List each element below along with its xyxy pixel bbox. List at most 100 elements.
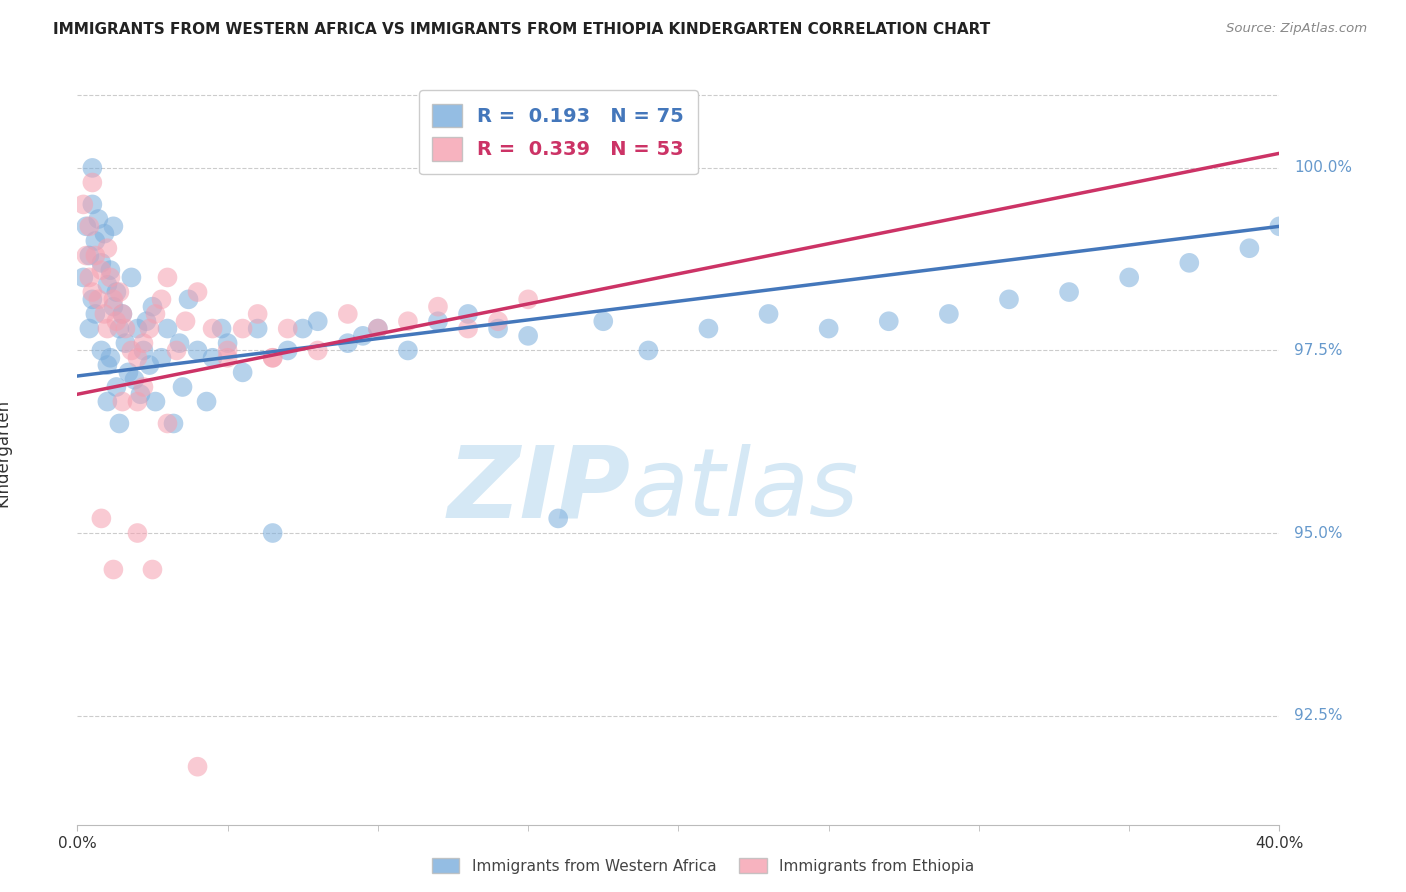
Point bbox=[186, 285, 209, 299]
Point bbox=[111, 394, 134, 409]
Point bbox=[108, 417, 131, 431]
Point bbox=[129, 387, 152, 401]
Point bbox=[72, 197, 94, 211]
Point bbox=[817, 321, 839, 335]
Point bbox=[998, 293, 1021, 307]
Point bbox=[132, 343, 155, 358]
Point bbox=[1057, 285, 1080, 299]
Point bbox=[427, 300, 450, 314]
Point bbox=[150, 351, 173, 365]
Point bbox=[457, 321, 479, 335]
Point bbox=[517, 329, 540, 343]
Point bbox=[162, 417, 184, 431]
Point bbox=[877, 314, 900, 328]
Text: IMMIGRANTS FROM WESTERN AFRICA VS IMMIGRANTS FROM ETHIOPIA KINDERGARTEN CORRELAT: IMMIGRANTS FROM WESTERN AFRICA VS IMMIGR… bbox=[53, 22, 991, 37]
Point bbox=[277, 321, 299, 335]
Point bbox=[262, 351, 284, 365]
Point bbox=[96, 358, 118, 372]
Point bbox=[217, 343, 239, 358]
Point bbox=[307, 343, 329, 358]
Point bbox=[246, 307, 269, 321]
Point bbox=[82, 176, 104, 190]
Point bbox=[145, 307, 167, 321]
Text: Source: ZipAtlas.com: Source: ZipAtlas.com bbox=[1226, 22, 1367, 36]
Point bbox=[195, 394, 218, 409]
Point bbox=[75, 248, 97, 262]
Point bbox=[141, 562, 163, 576]
Point bbox=[156, 321, 179, 335]
Point bbox=[114, 321, 136, 335]
Point bbox=[367, 321, 389, 335]
Text: 97.5%: 97.5% bbox=[1295, 343, 1343, 358]
Point bbox=[156, 417, 179, 431]
Point bbox=[367, 321, 389, 335]
Point bbox=[232, 365, 254, 379]
Point bbox=[111, 307, 134, 321]
Point bbox=[93, 307, 115, 321]
Point bbox=[486, 321, 509, 335]
Point bbox=[117, 365, 139, 379]
Point bbox=[72, 270, 94, 285]
Point bbox=[96, 321, 118, 335]
Point bbox=[177, 293, 200, 307]
Point bbox=[336, 307, 359, 321]
Point bbox=[1268, 219, 1291, 234]
Point bbox=[352, 329, 374, 343]
Point bbox=[156, 270, 179, 285]
Point bbox=[84, 234, 107, 248]
Point bbox=[697, 321, 720, 335]
Point bbox=[138, 358, 160, 372]
Point bbox=[79, 321, 101, 335]
Point bbox=[90, 511, 112, 525]
Legend: R =  0.193   N = 75, R =  0.339   N = 53: R = 0.193 N = 75, R = 0.339 N = 53 bbox=[419, 90, 697, 175]
Point bbox=[87, 212, 110, 227]
Point bbox=[262, 351, 284, 365]
Point bbox=[1239, 241, 1261, 255]
Point bbox=[186, 760, 209, 774]
Point bbox=[93, 227, 115, 241]
Point bbox=[486, 314, 509, 328]
Point bbox=[1118, 270, 1140, 285]
Point bbox=[96, 394, 118, 409]
Point bbox=[82, 161, 104, 175]
Text: 100.0%: 100.0% bbox=[1295, 161, 1353, 176]
Point bbox=[90, 263, 112, 277]
Point bbox=[396, 314, 419, 328]
Point bbox=[457, 307, 479, 321]
Point bbox=[100, 270, 122, 285]
Point bbox=[79, 270, 101, 285]
Point bbox=[132, 380, 155, 394]
Point bbox=[1178, 256, 1201, 270]
Point bbox=[201, 321, 224, 335]
Point bbox=[90, 343, 112, 358]
Point bbox=[150, 293, 173, 307]
Point bbox=[127, 394, 149, 409]
Point bbox=[132, 336, 155, 351]
Point bbox=[82, 285, 104, 299]
Point bbox=[232, 321, 254, 335]
Point bbox=[262, 526, 284, 541]
Point bbox=[108, 321, 131, 335]
Point bbox=[592, 314, 614, 328]
Point bbox=[100, 263, 122, 277]
Point bbox=[172, 380, 194, 394]
Point bbox=[105, 380, 128, 394]
Point bbox=[75, 219, 97, 234]
Point bbox=[127, 351, 149, 365]
Point bbox=[758, 307, 780, 321]
Point bbox=[105, 285, 128, 299]
Point bbox=[90, 256, 112, 270]
Point bbox=[201, 351, 224, 365]
Point bbox=[277, 343, 299, 358]
Point bbox=[82, 293, 104, 307]
Point bbox=[217, 351, 239, 365]
Point bbox=[217, 336, 239, 351]
Text: atlas: atlas bbox=[630, 444, 859, 535]
Point bbox=[145, 394, 167, 409]
Point bbox=[114, 336, 136, 351]
Point bbox=[124, 373, 146, 387]
Point bbox=[103, 293, 125, 307]
Point bbox=[84, 248, 107, 262]
Point bbox=[84, 307, 107, 321]
Point bbox=[79, 248, 101, 262]
